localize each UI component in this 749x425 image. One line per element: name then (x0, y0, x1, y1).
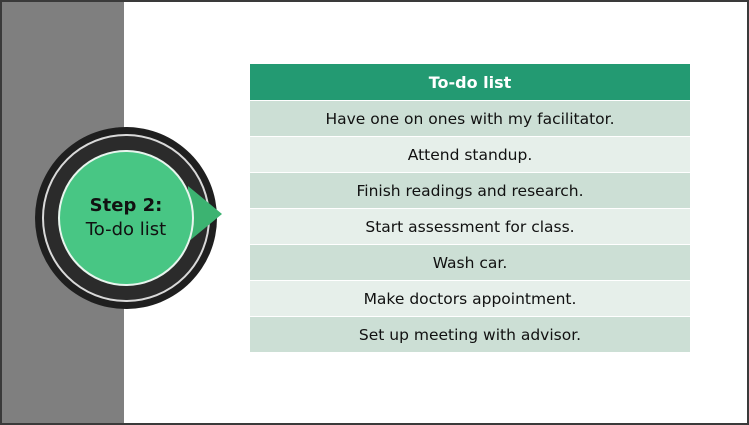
todo-item: Make doctors appointment. (250, 281, 690, 317)
todo-table: To-do list Have one on ones with my faci… (250, 64, 690, 353)
step-subtitle: To-do list (85, 219, 167, 240)
todo-table-header: To-do list (250, 64, 690, 101)
todo-item: Set up meeting with advisor. (250, 317, 690, 353)
todo-item: Wash car. (250, 245, 690, 281)
todo-item: Have one on ones with my facilitator. (250, 101, 690, 137)
todo-item: Start assessment for class. (250, 209, 690, 245)
todo-item: Attend standup. (250, 137, 690, 173)
todo-item: Finish readings and research. (250, 173, 690, 209)
step-title: Step 2: (89, 195, 163, 216)
step-circle: Step 2: To-do list (58, 150, 194, 286)
